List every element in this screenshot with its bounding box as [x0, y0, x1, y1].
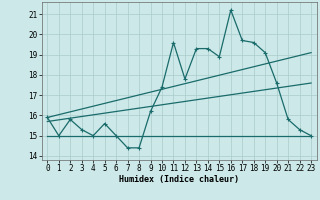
X-axis label: Humidex (Indice chaleur): Humidex (Indice chaleur): [119, 175, 239, 184]
